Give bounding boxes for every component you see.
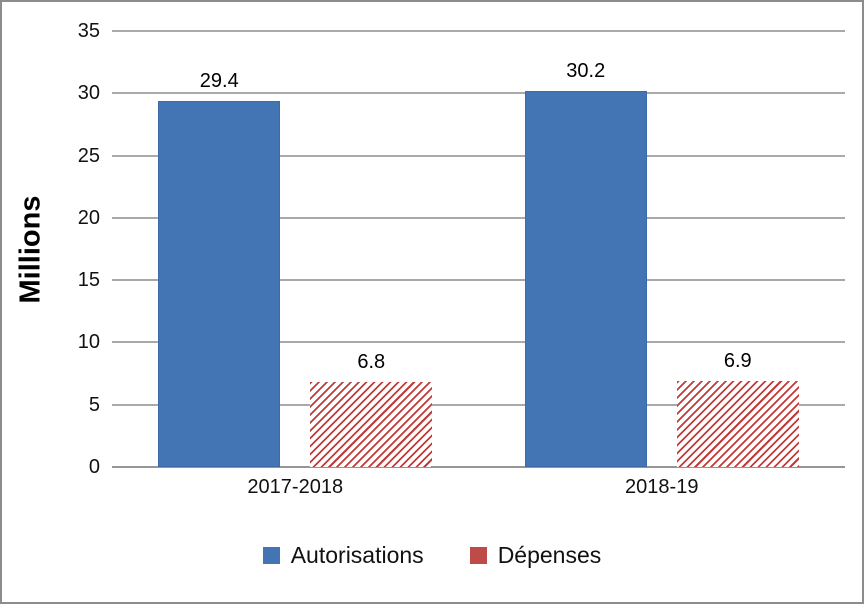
legend-item-depenses: Dépenses [469,541,602,568]
bar-autorisations [524,90,647,467]
y-tick-label: 5 [88,393,100,416]
x-axis-line [112,466,845,468]
y-tick-label: 25 [77,144,100,167]
data-label: 6.9 [723,350,752,373]
gridline [112,216,845,219]
data-label: 6.8 [357,351,386,374]
bar-depenses [310,382,433,467]
gridline [112,92,845,95]
gridline [112,403,845,406]
bar-depenses [676,381,799,467]
bar-autorisations [158,100,281,467]
legend-item-autorisations: Autorisations [262,541,424,568]
data-label: 30.2 [566,59,606,82]
legend: Autorisations Dépenses [2,536,862,574]
category-label: 2018-19 [625,476,699,498]
y-tick-label: 20 [77,206,100,229]
y-tick-label: 15 [77,269,100,292]
category-label: 2017-2018 [247,476,344,498]
data-label: 29.4 [199,69,239,92]
legend-label: Autorisations [290,541,424,568]
y-tick-label: 35 [77,20,100,42]
gridline [112,341,845,344]
legend-swatch-autorisations [262,546,280,564]
plot-area: 29.4 6.8 30.2 6.9 [112,30,845,468]
y-tick-label: 10 [77,331,100,354]
y-tick-label: 30 [77,82,100,105]
gridline [112,279,845,282]
legend-swatch-depenses [469,546,487,564]
gridline [112,30,845,32]
y-tick-label: 0 [88,456,100,478]
gridline [112,154,845,157]
legend-label: Dépenses [497,541,602,568]
